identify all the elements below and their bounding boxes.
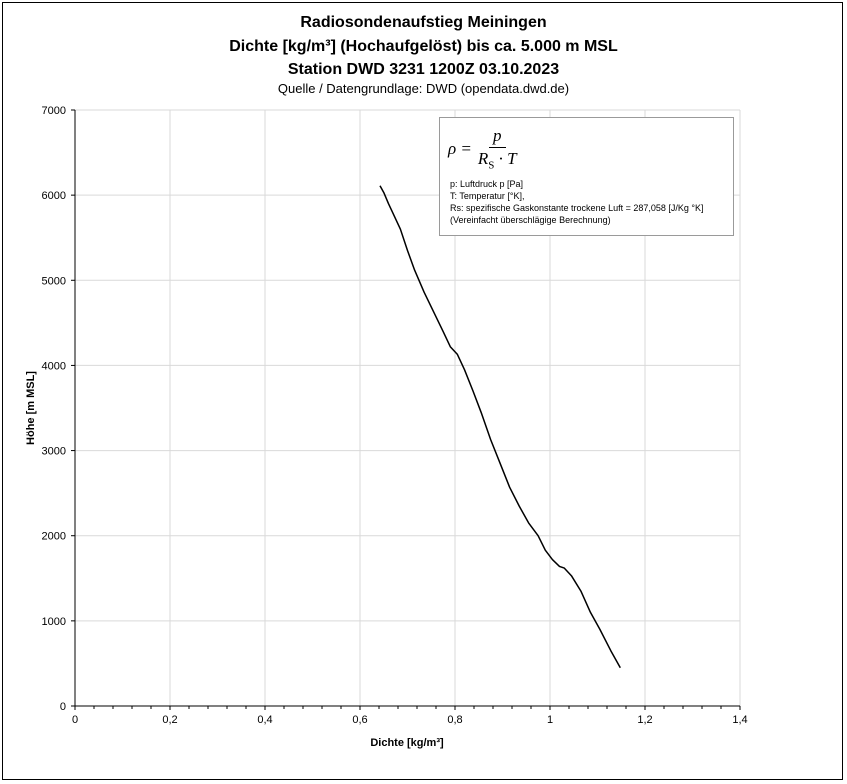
formula-denominator: RS · T <box>478 148 517 171</box>
chart-subtitle-1: Dichte [kg/m³] (Hochaufgelöst) bis ca. 5… <box>229 38 618 55</box>
note-line: Rs: spezifische Gaskonstante trockene Lu… <box>450 203 704 213</box>
formula-numerator: p <box>489 126 506 149</box>
x-tick-label: 1,2 <box>637 714 652 726</box>
density-formula: ρ = p RS · T <box>448 126 517 172</box>
formula-den-rest: · T <box>494 149 517 169</box>
formula-lhs: ρ = <box>448 139 472 158</box>
tick-labels: 0 0,2 0,4 0,6 0,8 1 1,2 1,4 0 1000 2000 3000 4000 500… <box>42 105 748 726</box>
formula-annotation: ρ = p RS · T p: Luftdruck p [Pa] T: Temp… <box>439 117 734 236</box>
gridlines <box>75 109 741 706</box>
formula-fraction: p RS · T <box>478 126 517 171</box>
note-line: p: Luftdruck p [Pa] <box>450 179 524 189</box>
note-line: T: Temperatur [°K], <box>450 191 525 201</box>
y-tick-label: 2000 <box>42 531 66 543</box>
x-tick-label: 0,8 <box>447 714 462 726</box>
density-profile-line <box>379 185 621 669</box>
note-line: (Vereinfacht überschlägige Berechnung) <box>450 215 611 225</box>
x-tick-label: 0,6 <box>352 714 367 726</box>
y-tick-label: 5000 <box>42 275 66 287</box>
chart-source: Quelle / Datengrundlage: DWD (opendata.d… <box>277 81 570 96</box>
x-tick-label: 1,4 <box>732 714 747 726</box>
x-tick-label: 0,2 <box>162 714 177 726</box>
formula-notes: p: Luftdruck p [Pa] T: Temperatur [°K], … <box>450 178 704 226</box>
axes <box>71 109 741 710</box>
y-tick-label: 3000 <box>42 446 66 458</box>
chart-title: Radiosondenaufstieg Meiningen <box>300 14 547 31</box>
x-tick-label: 0,4 <box>257 714 272 726</box>
x-tick-label: 0 <box>72 714 78 726</box>
y-axis-label: Höhe [m MSL] <box>25 371 37 445</box>
formula-den-sub: S <box>488 159 495 172</box>
x-tick-label: 1 <box>547 714 553 726</box>
chart-subtitle-2: Station DWD 3231 1200Z 03.10.2023 <box>287 61 560 78</box>
y-tick-label: 4000 <box>42 360 66 372</box>
formula-den-base: R <box>477 149 489 169</box>
y-tick-label: 7000 <box>42 105 66 117</box>
x-axis-label: Dichte [kg/m³] <box>370 737 444 749</box>
y-tick-label: 1000 <box>42 616 66 628</box>
y-tick-label: 6000 <box>42 190 66 202</box>
y-tick-label: 0 <box>60 701 66 713</box>
series-layer <box>379 185 621 669</box>
